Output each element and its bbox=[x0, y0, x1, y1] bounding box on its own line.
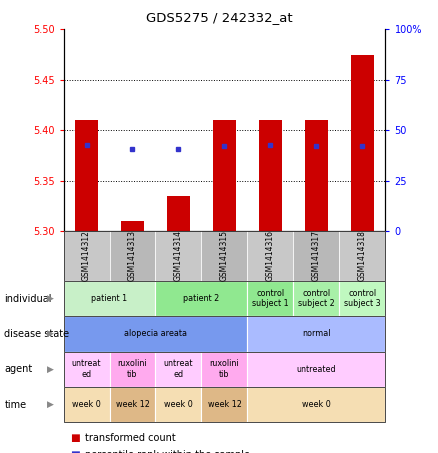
Text: untreat
ed: untreat ed bbox=[72, 360, 101, 379]
Text: untreated: untreated bbox=[297, 365, 336, 374]
Text: GSM1414314: GSM1414314 bbox=[174, 231, 183, 281]
Text: individual: individual bbox=[4, 294, 52, 304]
Text: week 12: week 12 bbox=[116, 400, 149, 409]
Text: GSM1414318: GSM1414318 bbox=[358, 231, 367, 281]
Text: alopecia areata: alopecia areata bbox=[124, 329, 187, 338]
Text: untreat
ed: untreat ed bbox=[164, 360, 193, 379]
Text: percentile rank within the sample: percentile rank within the sample bbox=[85, 450, 250, 453]
Bar bbox=[305, 120, 328, 231]
Text: patient 1: patient 1 bbox=[92, 294, 127, 303]
Text: week 12: week 12 bbox=[208, 400, 241, 409]
Text: week 0: week 0 bbox=[302, 400, 331, 409]
Text: ■: ■ bbox=[70, 450, 80, 453]
Text: ruxolini
tib: ruxolini tib bbox=[118, 360, 147, 379]
Text: transformed count: transformed count bbox=[85, 433, 175, 443]
Text: disease state: disease state bbox=[4, 329, 70, 339]
Text: ■: ■ bbox=[70, 433, 80, 443]
Text: GSM1414316: GSM1414316 bbox=[266, 231, 275, 281]
Text: patient 2: patient 2 bbox=[184, 294, 219, 303]
Text: GSM1414317: GSM1414317 bbox=[312, 231, 321, 281]
Bar bbox=[213, 120, 236, 231]
Bar bbox=[75, 120, 98, 231]
Bar bbox=[121, 221, 144, 231]
Text: ruxolini
tib: ruxolini tib bbox=[210, 360, 239, 379]
Text: GDS5275 / 242332_at: GDS5275 / 242332_at bbox=[146, 11, 292, 24]
Text: GSM1414315: GSM1414315 bbox=[220, 231, 229, 281]
Text: week 0: week 0 bbox=[72, 400, 101, 409]
Bar bbox=[351, 55, 374, 231]
Text: GSM1414312: GSM1414312 bbox=[82, 231, 91, 281]
Text: control
subject 2: control subject 2 bbox=[298, 289, 335, 308]
Text: ▶: ▶ bbox=[47, 329, 54, 338]
Text: normal: normal bbox=[302, 329, 331, 338]
Text: control
subject 1: control subject 1 bbox=[252, 289, 289, 308]
Text: ▶: ▶ bbox=[47, 365, 54, 374]
Bar bbox=[167, 196, 190, 231]
Text: ▶: ▶ bbox=[47, 294, 54, 303]
Text: agent: agent bbox=[4, 364, 32, 374]
Text: time: time bbox=[4, 400, 27, 410]
Bar bbox=[259, 120, 282, 231]
Text: GSM1414313: GSM1414313 bbox=[128, 231, 137, 281]
Text: week 0: week 0 bbox=[164, 400, 193, 409]
Text: control
subject 3: control subject 3 bbox=[344, 289, 381, 308]
Text: ▶: ▶ bbox=[47, 400, 54, 409]
